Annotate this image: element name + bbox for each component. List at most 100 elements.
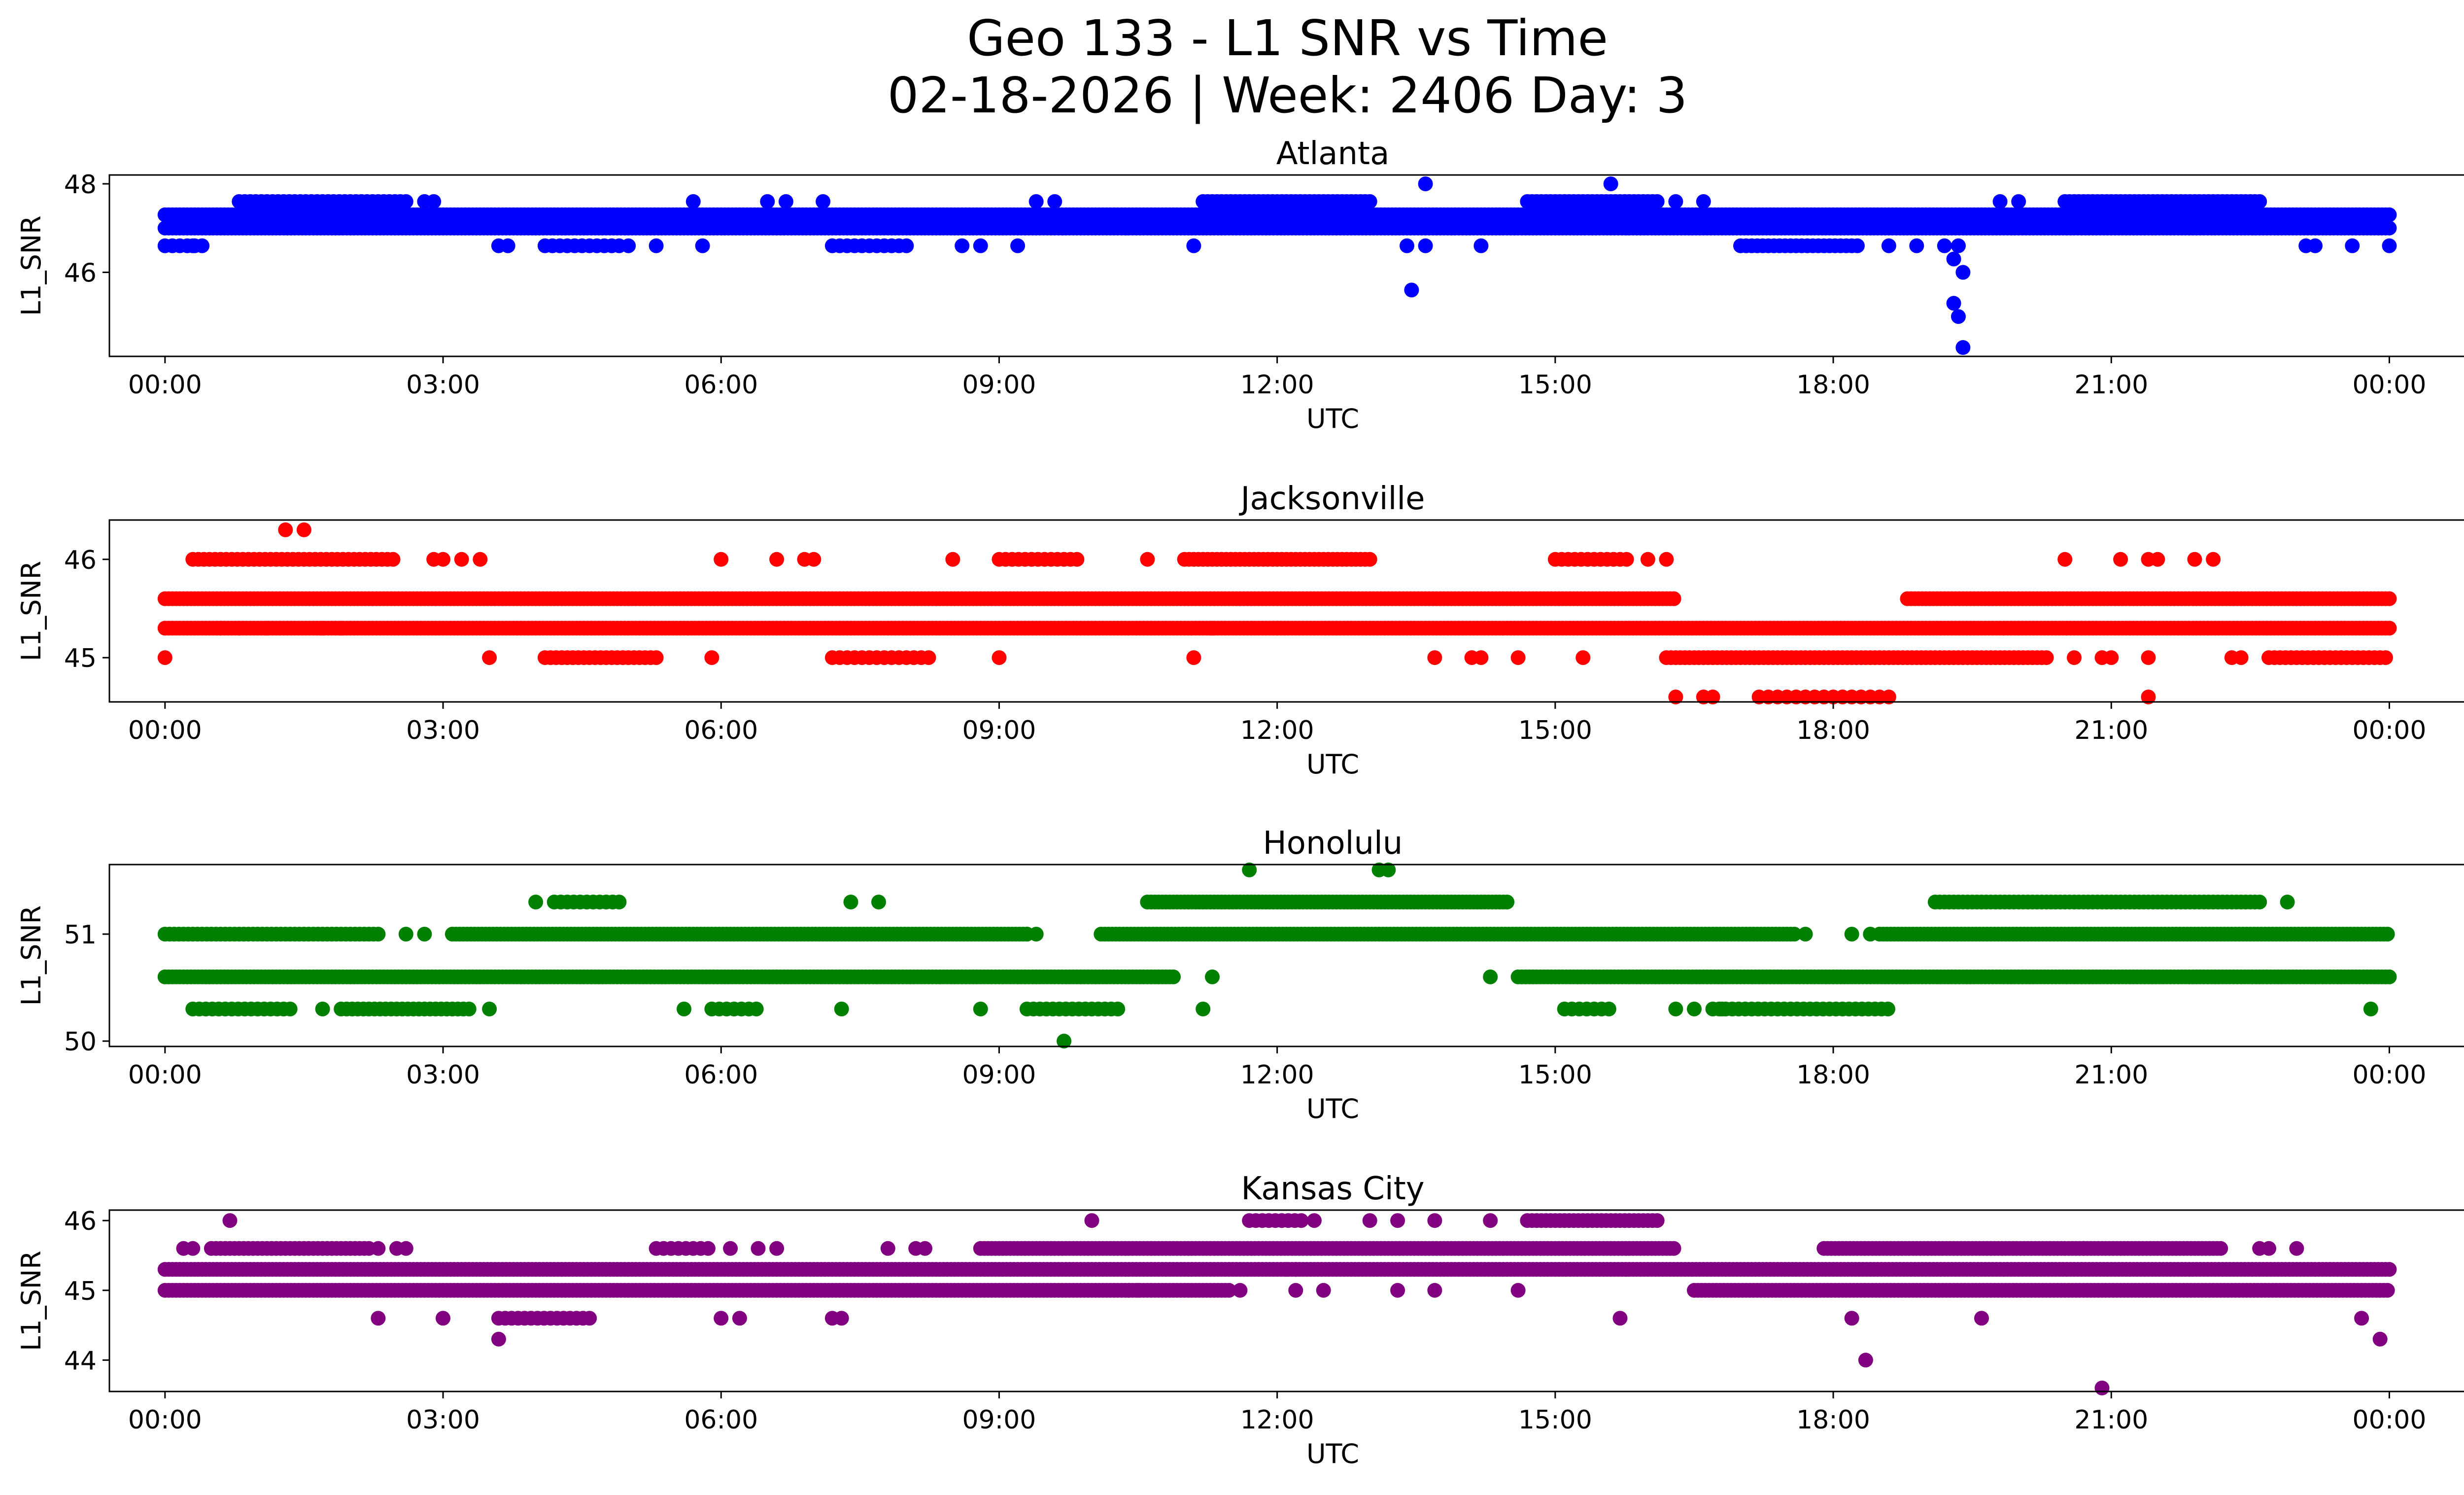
x-tick-label: 00:00 (2353, 716, 2427, 745)
data-point (1603, 176, 1618, 191)
data-point (385, 552, 401, 567)
data-point (2206, 552, 2221, 567)
x-tick-label: 00:00 (2353, 370, 2427, 400)
data-point (2113, 552, 2128, 567)
data-point (871, 895, 886, 909)
data-point (695, 238, 710, 253)
data-point (1666, 591, 1681, 606)
y-tick-label: 46 (64, 546, 97, 575)
x-tick-label: 03:00 (406, 716, 480, 745)
data-point (1955, 340, 1971, 355)
data-point (1473, 238, 1489, 253)
x-tick-label: 06:00 (684, 716, 758, 745)
data-point (621, 238, 636, 253)
data-point (1418, 176, 1433, 191)
data-point (278, 522, 293, 537)
y-axis-label: L1_SNR (16, 905, 47, 1006)
x-axis-label: UTC (1306, 403, 1359, 434)
data-point (973, 1002, 988, 1016)
data-point (2141, 690, 2156, 704)
data-point (2233, 650, 2249, 665)
data-point (232, 621, 247, 636)
data-point (2382, 969, 2397, 984)
axes-frame (108, 864, 2464, 1047)
y-tick-label: 48 (64, 170, 97, 200)
data-point (1601, 1002, 1616, 1016)
data-point (1955, 265, 1971, 280)
data-point (760, 194, 775, 209)
data-point (398, 927, 413, 942)
data-point (1705, 690, 1720, 704)
data-point (461, 1002, 477, 1016)
data-point (2382, 207, 2397, 222)
data-point (1946, 251, 1961, 267)
data-point (1668, 194, 1683, 209)
data-point (315, 1002, 330, 1016)
data-point (1196, 1002, 1211, 1016)
data-point (1696, 194, 1711, 209)
data-point (500, 238, 515, 253)
data-point (2039, 650, 2054, 665)
data-points (157, 522, 2397, 704)
data-point (1140, 552, 1155, 567)
data-point (1844, 927, 1859, 942)
x-tick-label: 15:00 (1518, 716, 1592, 745)
data-point (649, 650, 664, 665)
x-tick-label: 15:00 (1518, 370, 1592, 400)
data-point (1069, 552, 1085, 567)
data-point (482, 1002, 497, 1016)
data-point (259, 621, 274, 636)
data-point (685, 194, 701, 209)
data-point (282, 1002, 298, 1016)
data-point (1668, 1002, 1683, 1016)
data-point (1659, 552, 1674, 567)
data-point (2104, 650, 2119, 665)
data-point (1881, 1002, 1895, 1016)
data-point (1400, 238, 1414, 253)
data-point (157, 650, 172, 665)
data-point (2252, 895, 2267, 909)
data-point (1787, 927, 1802, 942)
data-point (2378, 650, 2393, 665)
data-point (436, 552, 450, 567)
data-point (1186, 650, 1201, 665)
data-point (749, 1002, 764, 1016)
x-tick-label: 18:00 (1796, 1060, 1870, 1090)
y-tick-label: 46 (64, 258, 97, 288)
y-tick-label: 50 (64, 1027, 97, 1057)
x-tick-label: 03:00 (406, 370, 480, 400)
subplot-title: Honolulu (1263, 825, 1403, 862)
data-point (2057, 552, 2073, 567)
data-point (1057, 1034, 1072, 1049)
x-axis-label: UTC (1306, 749, 1359, 780)
x-tick-label: 18:00 (1796, 370, 1870, 400)
data-point (1649, 194, 1665, 209)
data-point (296, 522, 311, 537)
x-tick-label: 06:00 (684, 370, 758, 400)
data-point (769, 552, 785, 567)
data-point (2363, 1002, 2378, 1016)
data-point (482, 650, 497, 665)
data-point (528, 895, 544, 909)
x-tick-label: 12:00 (1240, 1060, 1314, 1090)
data-point (1404, 282, 1419, 298)
data-point (1028, 927, 1044, 942)
data-point (1110, 1002, 1126, 1016)
axes-frame (108, 519, 2464, 703)
data-point (185, 238, 201, 253)
data-points (157, 1213, 2397, 1395)
data-point (1483, 969, 1498, 984)
x-tick-label: 09:00 (962, 370, 1036, 400)
data-point (2187, 552, 2202, 567)
x-tick-label: 12:00 (1240, 716, 1314, 745)
data-point (426, 194, 442, 209)
x-tick-label: 12:00 (1240, 370, 1314, 400)
data-point (921, 650, 936, 665)
chart-subtitle: 02-18-2026 | Week: 2406 Day: 3 (887, 67, 1688, 124)
y-tick-label: 51 (64, 920, 97, 950)
data-point (1909, 238, 1924, 253)
data-point (834, 1002, 849, 1016)
data-point (1619, 552, 1634, 567)
